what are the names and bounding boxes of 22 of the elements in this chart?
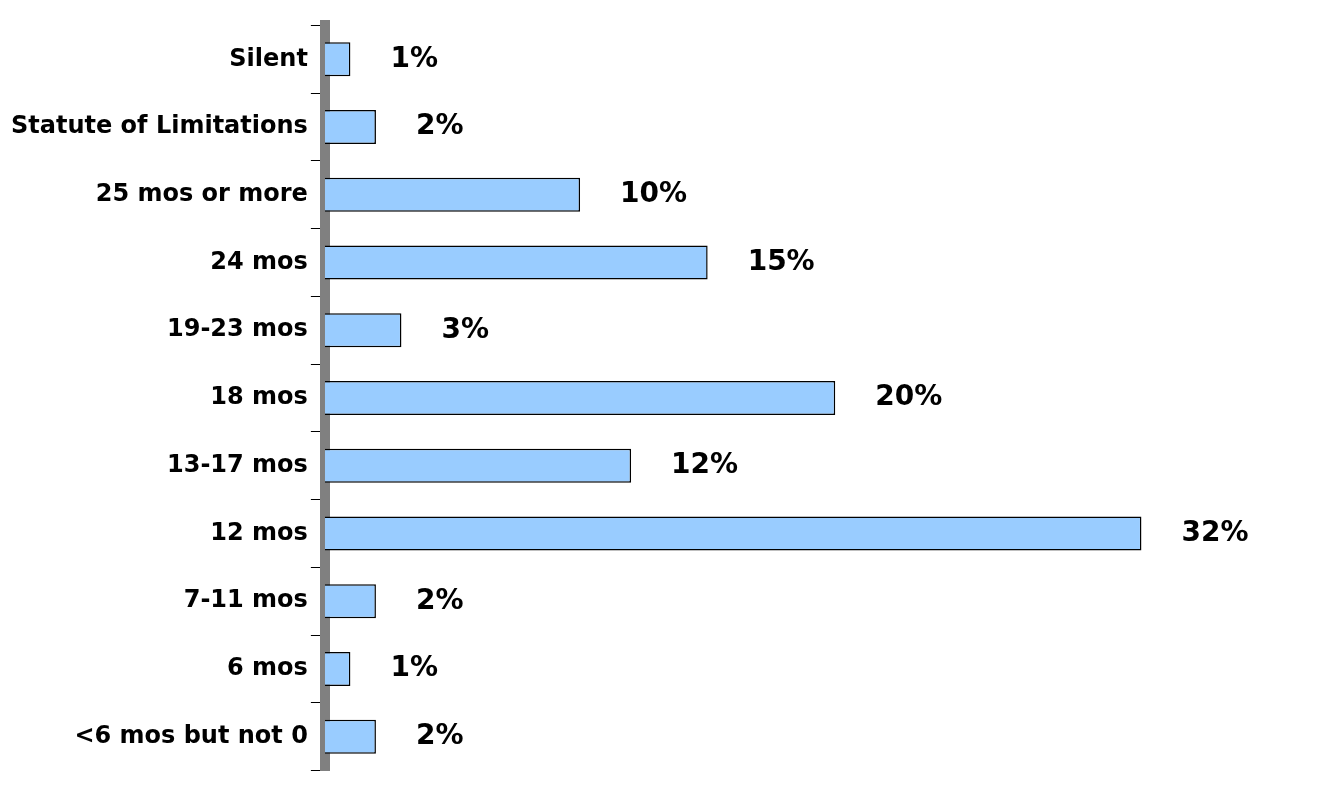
y-tick-label: 24 mos [210,246,308,275]
y-tick-label: <6 mos but not 0 [74,720,308,749]
y-tick-label: 6 mos [227,653,308,682]
data-label: 20% [875,379,943,413]
y-tick-label: 19-23 mos [166,314,308,343]
y-tick-label: 12 mos [210,517,308,546]
data-label: 2% [415,582,464,616]
data-label: 2% [415,108,464,142]
y-tick-label: 13-17 mos [166,449,308,478]
y-tick-label: Silent [229,43,308,72]
data-label: 1% [390,40,438,74]
data-label: 15% [747,243,815,277]
data-label: 1% [390,650,438,684]
data-label: 12% [671,447,739,481]
data-label: 32% [1181,514,1249,548]
y-tick-label: Statute of Limitations [10,111,308,140]
y-tick-label: 25 mos or more [95,179,308,207]
data-label: 3% [441,311,489,345]
data-label: 10% [620,176,688,210]
data-label: 2% [415,718,464,752]
y-tick-label: 18 mos [210,382,308,411]
y-tick-label: 7-11 mos [183,585,308,614]
